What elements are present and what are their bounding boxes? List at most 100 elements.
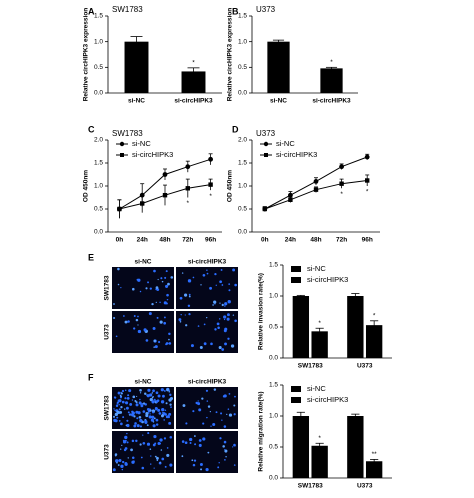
- marker: [339, 181, 344, 186]
- y-tick-label: 0.5: [269, 444, 278, 451]
- cell-dot: [161, 280, 164, 283]
- cell-dot: [154, 455, 157, 458]
- cell-dot: [190, 344, 194, 348]
- image-row-label: U373: [104, 324, 111, 340]
- cell-dot: [160, 400, 165, 404]
- cell-dot: [179, 296, 183, 300]
- bar: [365, 461, 383, 478]
- micrograph: [176, 387, 238, 429]
- cell-dot: [155, 423, 159, 426]
- y-tick-label: 1.5: [269, 262, 278, 269]
- legend-marker: [263, 141, 269, 147]
- x-tick-label: si-NC: [270, 98, 287, 105]
- cell-dot: [149, 413, 151, 415]
- cell-dot: [135, 439, 138, 443]
- cell-dot: [124, 408, 126, 410]
- cell-dot: [162, 394, 165, 398]
- cell-dot: [179, 320, 182, 323]
- cell-dot: [195, 401, 198, 405]
- cell-dot: [149, 287, 152, 290]
- cell-dot: [139, 392, 142, 394]
- cell-dot: [153, 346, 155, 348]
- cell-dot: [124, 435, 128, 440]
- cell-dot: [168, 342, 172, 345]
- cell-dot: [205, 468, 209, 472]
- cell-dot: [224, 449, 226, 451]
- cell-dot: [166, 298, 169, 301]
- cell-dot: [148, 312, 152, 316]
- cell-dot: [207, 405, 211, 408]
- bar: [181, 71, 206, 93]
- cell-dot: [210, 342, 213, 346]
- marker: [365, 178, 370, 183]
- cell-dot: [114, 453, 118, 456]
- cell-dot: [223, 394, 227, 398]
- cell-dot: [152, 396, 154, 398]
- cell-dot: [213, 388, 217, 391]
- chart-title: SW1783: [112, 129, 143, 138]
- marker: [313, 179, 319, 184]
- cell-dot: [144, 420, 148, 424]
- x-tick-label: U373: [357, 363, 373, 370]
- cell-dot: [163, 316, 166, 319]
- y-tick-label: 1.5: [94, 13, 103, 20]
- y-axis-label: Relative invasion rate(%): [258, 273, 265, 350]
- cell-dot: [120, 286, 122, 289]
- cell-dot: [225, 456, 227, 458]
- cell-dot: [142, 434, 144, 436]
- cell-dot: [127, 411, 130, 414]
- cell-dot: [146, 407, 150, 411]
- cell-dot: [233, 413, 236, 416]
- cell-dot: [124, 397, 127, 400]
- y-tick-label: 0.5: [94, 64, 103, 71]
- cell-dot: [158, 412, 162, 415]
- cell-dot: [137, 324, 139, 326]
- cell-dot: [139, 418, 143, 423]
- x-tick-label: U373: [357, 483, 373, 490]
- cell-dot: [191, 459, 194, 462]
- cell-dot: [226, 313, 230, 317]
- cell-dot: [117, 464, 120, 466]
- cell-dot: [228, 392, 231, 395]
- cell-dot: [121, 468, 124, 471]
- cell-dot: [159, 301, 161, 304]
- y-tick-label: 1.5: [269, 382, 278, 389]
- cell-dot: [149, 415, 151, 418]
- cell-dot: [227, 408, 230, 410]
- legend-swatch: [291, 266, 301, 272]
- legend-label: si-circHIPK3: [276, 150, 317, 159]
- cell-dot: [151, 302, 154, 306]
- cell-dot: [203, 342, 207, 346]
- cell-dot: [135, 318, 139, 322]
- cell-dot: [201, 397, 204, 400]
- significance: *: [192, 60, 195, 67]
- cell-dot: [220, 412, 223, 415]
- cell-dot: [189, 437, 193, 442]
- cell-dot: [165, 270, 168, 273]
- cell-dot: [122, 416, 125, 419]
- cell-dot: [153, 435, 157, 439]
- panel-letter: A: [88, 6, 95, 16]
- bar: [267, 41, 290, 93]
- image-column-label: si-NC: [135, 379, 152, 386]
- cell-dot: [128, 389, 132, 393]
- y-tick-label: 1.0: [238, 183, 247, 190]
- cell-dot: [166, 293, 169, 297]
- y-tick-label: 0.0: [238, 229, 247, 236]
- cell-dot: [221, 419, 223, 421]
- cell-dot: [214, 328, 217, 331]
- significance: *: [373, 313, 376, 320]
- cell-dot: [215, 411, 218, 414]
- cell-dot: [182, 404, 186, 407]
- cell-dot: [213, 300, 217, 304]
- cell-dot: [228, 283, 231, 285]
- cell-dot: [140, 404, 144, 408]
- bar: [124, 41, 149, 93]
- panel-letter: E: [88, 252, 94, 262]
- chart-title: U373: [256, 129, 276, 138]
- cell-dot: [169, 435, 173, 439]
- cell-dot: [214, 272, 217, 276]
- cell-dot: [232, 268, 236, 272]
- cell-dot: [184, 441, 188, 445]
- cell-dot: [112, 415, 116, 418]
